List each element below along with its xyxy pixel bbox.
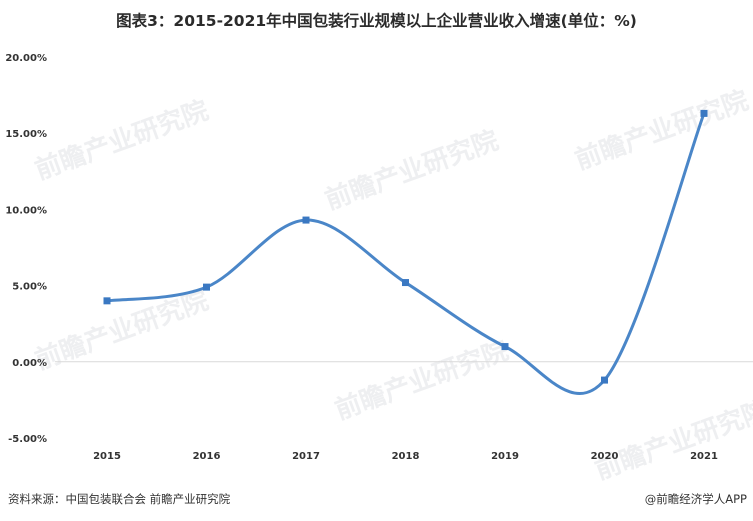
x-tick-label: 2017 (292, 451, 320, 462)
data-point-marker (302, 216, 310, 224)
chart-title: 图表3：2015-2021年中国包装行业规模以上企业营业收入增速(单位：%) (116, 12, 637, 30)
data-point-marker (501, 343, 509, 351)
data-point-marker (103, 297, 111, 305)
x-tick-label: 2019 (491, 451, 519, 462)
data-markers (103, 109, 708, 384)
footer: 资料来源：中国包装联合会 前瞻产业研究院 @前瞻经济学人APP (0, 491, 753, 513)
y-tick-label: 10.00% (5, 205, 47, 216)
y-tick-label: -5.00% (8, 434, 47, 445)
source-note: 资料来源：中国包装联合会 前瞻产业研究院 (8, 492, 231, 506)
y-tick-label: 15.00% (5, 129, 47, 140)
data-point-marker (203, 283, 210, 291)
brand-label: @前瞻经济学人APP (644, 492, 747, 506)
y-tick-label: 5.00% (12, 282, 47, 293)
x-axis-ticks: 2015 2016 2017 2018 2019 2020 2021 (93, 451, 718, 462)
data-point-marker (700, 109, 708, 117)
x-tick-label: 2015 (93, 451, 121, 462)
x-tick-label: 2016 (193, 451, 221, 462)
series-line (105, 111, 706, 395)
y-tick-label: 20.00% (5, 53, 47, 64)
data-point-marker (402, 279, 409, 287)
data-point-marker (601, 376, 608, 384)
x-tick-label: 2021 (690, 451, 718, 462)
y-axis-ticks: -5.00% 0.00% 5.00% 10.00% 15.00% 20.00% (5, 53, 47, 445)
x-tick-label: 2020 (591, 451, 619, 462)
x-tick-label: 2018 (392, 451, 420, 462)
y-tick-label: 0.00% (12, 358, 47, 369)
